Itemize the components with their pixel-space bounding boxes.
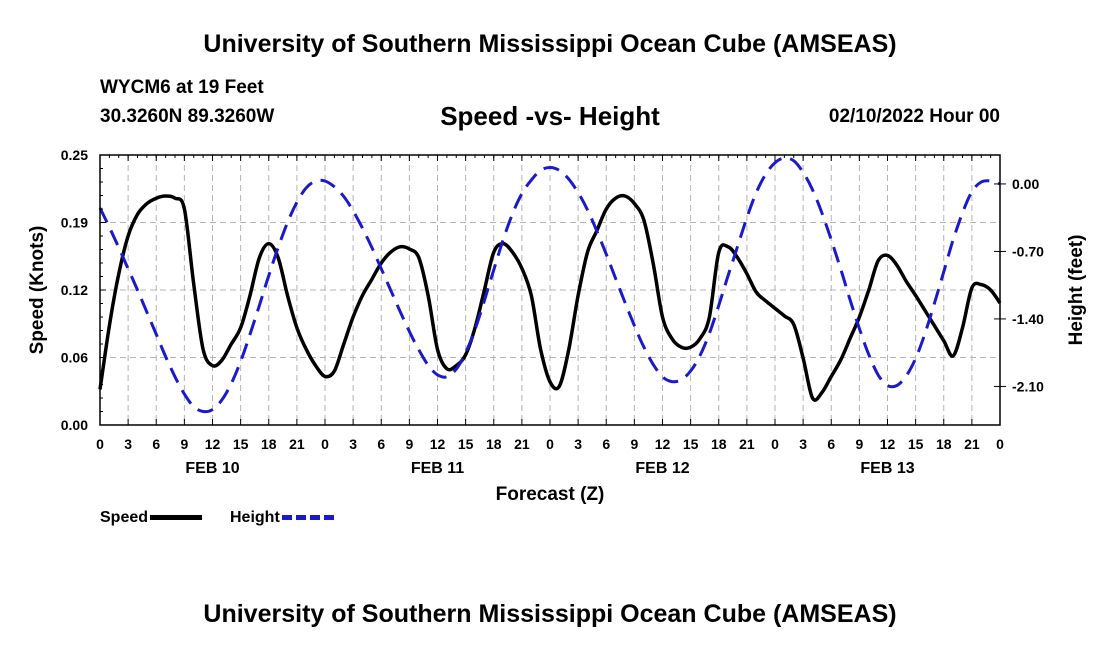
x-tick-label: 15 [458, 436, 474, 452]
x-tick-label: 9 [855, 436, 863, 452]
x-tick-label: 12 [430, 436, 446, 452]
legend-height-label: Height [230, 509, 280, 526]
x-day-label: FEB 11 [411, 460, 464, 477]
x-tick-label: 6 [602, 436, 610, 452]
speed-series-line [98, 193, 1002, 402]
y-tick-label: 0.00 [61, 417, 88, 433]
x-day-label: FEB 12 [635, 460, 689, 477]
x-tick-label: 18 [261, 436, 277, 452]
x-tick-label: 18 [486, 436, 502, 452]
legend-height-swatch [281, 515, 334, 521]
series-layer [98, 156, 1002, 414]
x-tick-label: 3 [124, 436, 132, 452]
x-day-label: FEB 10 [185, 460, 239, 477]
x-tick-label: 18 [936, 436, 952, 452]
x-tick-label: 0 [96, 436, 104, 452]
x-tick-label: 15 [908, 436, 924, 452]
y2-tick-label: -1.40 [1012, 311, 1044, 327]
x-axis-title: Forecast (Z) [496, 484, 605, 505]
x-tick-label: 0 [771, 436, 779, 452]
y-tick-label: 0.19 [61, 215, 88, 231]
x-tick-label: 0 [321, 436, 329, 452]
chart-subtitle: Speed -vs- Height [440, 101, 660, 131]
x-tick-label: 21 [739, 436, 755, 452]
y2-tick-label: -0.70 [1012, 243, 1044, 259]
x-tick-label: 9 [630, 436, 638, 452]
x-tick-label: 12 [205, 436, 221, 452]
x-tick-label: 3 [349, 436, 357, 452]
x-tick-label: 6 [152, 436, 160, 452]
legend-item-speed: Speed [100, 509, 203, 527]
x-tick-label: 9 [180, 436, 188, 452]
coordinates-label: 30.3260N 89.3260W [100, 106, 275, 127]
x-tick-label: 15 [683, 436, 699, 452]
x-tick-label: 18 [711, 436, 727, 452]
y2-tick-label: -2.10 [1012, 378, 1044, 394]
y-tick-label: 0.25 [61, 147, 88, 163]
x-tick-label: 12 [880, 436, 896, 452]
station-label: WYCM6 at 19 Feet [100, 77, 264, 98]
legend-speed-swatch [150, 515, 203, 521]
legend-speed-label: Speed [100, 509, 149, 526]
chart-grid [100, 155, 1000, 425]
forecast-date-label: 02/10/2022 Hour 00 [828, 106, 1000, 127]
legend-item-height: Height [230, 509, 334, 527]
y2-axis-title: Height (feet) [1066, 235, 1087, 346]
y2-tick-label: 0.00 [1012, 176, 1039, 192]
y-axis-title: Speed (Knots) [27, 226, 48, 355]
x-tick-label: 21 [964, 436, 980, 452]
x-tick-label: 15 [233, 436, 249, 452]
x-tick-label: 9 [405, 436, 413, 452]
x-tick-label: 6 [827, 436, 835, 452]
chart-axes: 0 3 6 9 12 15 18 21 0 3 6 9 12 15 18 21 0 3 6 9 12 15 18 21 0 3 6 9… [61, 147, 1044, 477]
x-tick-label: 3 [799, 436, 807, 452]
x-tick-label: 21 [514, 436, 530, 452]
x-tick-label: 3 [574, 436, 582, 452]
x-tick-label: 12 [655, 436, 671, 452]
x-tick-label: 0 [546, 436, 554, 452]
x-tick-label: 6 [377, 436, 385, 452]
x-day-label: FEB 13 [860, 460, 914, 477]
chart-main-title: University of Southern Mississippi Ocean… [203, 30, 897, 58]
x-tick-label: 21 [289, 436, 305, 452]
x-tick-label: 0 [996, 436, 1004, 452]
y-tick-label: 0.12 [61, 282, 88, 298]
height-series-line [98, 156, 1001, 414]
y-tick-label: 0.06 [61, 350, 88, 366]
footer-title: University of Southern Mississippi Ocean… [203, 600, 897, 628]
